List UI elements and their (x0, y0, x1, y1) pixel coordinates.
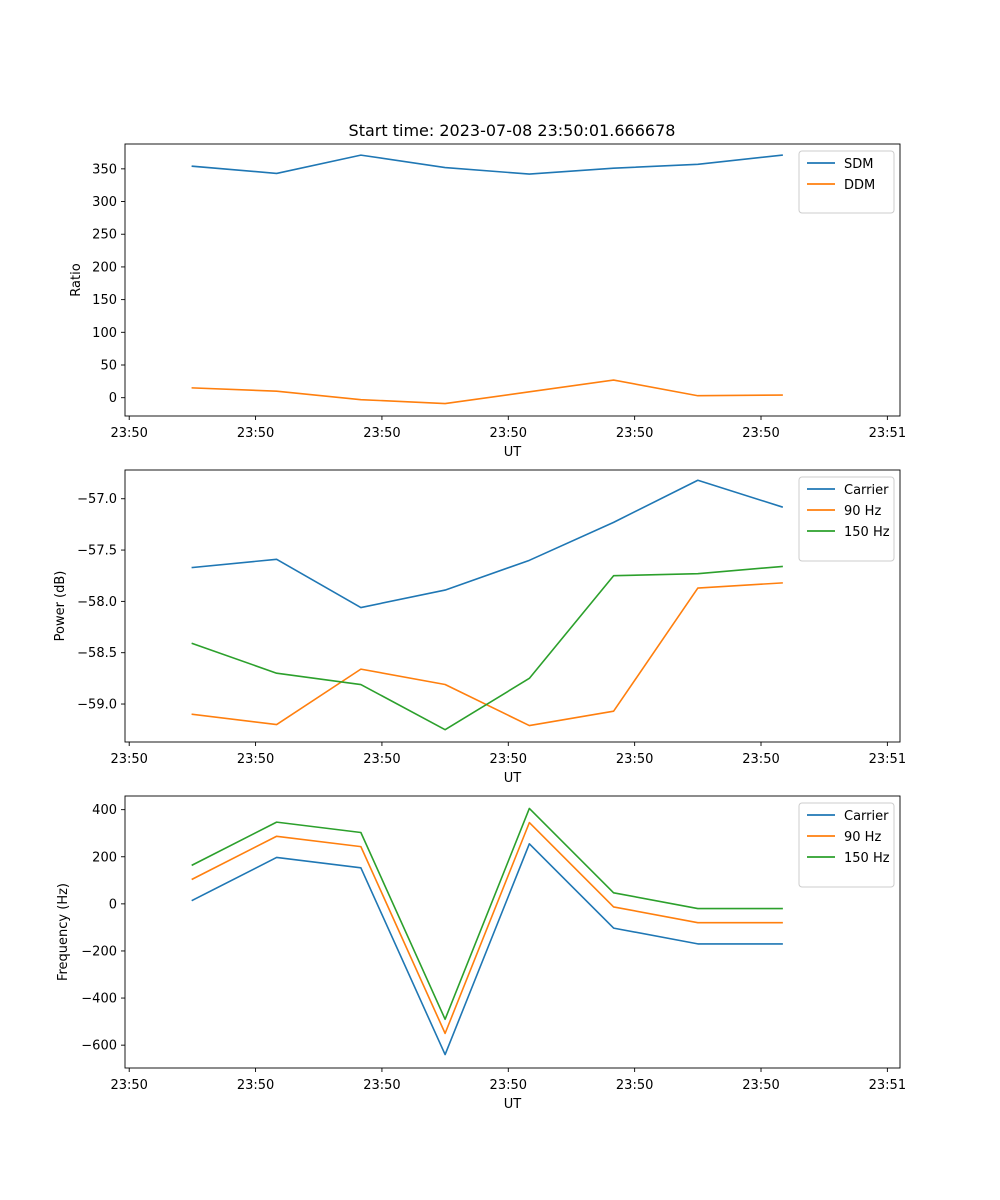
y-tick-label: −57.5 (77, 544, 117, 559)
x-axis-label: UT (504, 771, 522, 786)
x-tick-label: 23:50 (237, 426, 274, 441)
x-tick-label: 23:50 (110, 752, 147, 767)
x-tick-label: 23:50 (237, 1078, 274, 1093)
x-axis-label: UT (504, 445, 522, 460)
legend-label: 150 Hz (844, 525, 890, 540)
x-tick-label: 23:50 (237, 752, 274, 767)
legend-box (798, 150, 895, 214)
y-tick-label: 0 (109, 391, 117, 406)
x-tick-label: 23:50 (110, 426, 147, 441)
x-tick-label: 23:50 (363, 426, 400, 441)
figure-title: Start time: 2023-07-08 23:50:01.666678 (349, 121, 676, 140)
y-tick-label: 150 (92, 293, 117, 308)
legend-label: Carrier (844, 483, 889, 498)
y-axis-label: Ratio (69, 263, 84, 296)
legend-box (798, 476, 895, 562)
chart-panel-1: 23:50 23:50 23:50 23:50 23:50 23:50 23:51 0 50 10… (69, 143, 906, 460)
y-tick-label: 200 (92, 260, 117, 275)
legend: Carrier 90 Hz 150 Hz (798, 802, 895, 888)
y-tick-label: −58.0 (77, 595, 117, 610)
y-tick-label: 200 (92, 850, 117, 865)
x-tick-label: 23:50 (363, 752, 400, 767)
y-tick-label: 300 (92, 195, 117, 210)
series-line-carrier (191, 479, 784, 609)
series-line-ddm (191, 379, 783, 405)
x-tick-label: 23:50 (742, 426, 779, 441)
chart-panel-3: 23:50 23:50 23:50 23:50 23:50 23:50 23:51 −600 −… (56, 795, 906, 1112)
series-line-90-hz (191, 821, 783, 1035)
legend-label: 90 Hz (844, 504, 881, 519)
series-line-90-hz (191, 582, 783, 727)
series-line-sdm (191, 154, 783, 175)
y-tick-label: 0 (109, 897, 117, 912)
x-tick-label: 23:50 (616, 752, 653, 767)
y-tick-label: −58.5 (77, 646, 117, 661)
y-tick-label: −600 (81, 1039, 117, 1054)
x-axis-label: UT (504, 1097, 522, 1112)
x-tick-label: 23:50 (742, 752, 779, 767)
x-tick-label: 23:51 (869, 426, 906, 441)
legend-label: SDM (844, 157, 873, 172)
y-tick-label: 50 (100, 359, 117, 374)
y-tick-label: −200 (81, 944, 117, 959)
x-tick-label: 23:50 (490, 752, 527, 767)
y-tick-label: −57.0 (77, 492, 117, 507)
legend-label: 90 Hz (844, 830, 881, 845)
x-tick-label: 23:50 (490, 1078, 527, 1093)
legend-box (798, 802, 895, 888)
legend-label: 150 Hz (844, 851, 890, 866)
x-tick-label: 23:50 (742, 1078, 779, 1093)
legend-label: DDM (844, 178, 875, 193)
plot-frame (124, 143, 901, 417)
y-tick-label: 250 (92, 228, 117, 243)
y-tick-label: 350 (92, 162, 117, 177)
legend: Carrier 90 Hz 150 Hz (798, 476, 895, 562)
x-tick-label: 23:50 (616, 1078, 653, 1093)
y-tick-label: 100 (92, 326, 117, 341)
legend-label: Carrier (844, 809, 889, 824)
x-tick-label: 23:51 (869, 1078, 906, 1093)
x-tick-label: 23:50 (616, 426, 653, 441)
legend: SDM DDM (798, 150, 895, 214)
x-tick-label: 23:50 (363, 1078, 400, 1093)
plot-frame (124, 795, 901, 1069)
series-line-carrier (191, 843, 783, 1056)
y-tick-label: 400 (92, 803, 117, 818)
x-tick-label: 23:51 (869, 752, 906, 767)
chart-panel-2: 23:50 23:50 23:50 23:50 23:50 23:50 23:51 −59.0… (53, 469, 906, 786)
series-line-150-hz (191, 807, 783, 1021)
y-axis-label: Power (dB) (53, 571, 68, 642)
series-line-150-hz (191, 565, 783, 731)
plot-frame (124, 469, 901, 743)
y-tick-label: −400 (81, 992, 117, 1007)
x-tick-label: 23:50 (490, 426, 527, 441)
x-tick-label: 23:50 (110, 1078, 147, 1093)
y-tick-label: −59.0 (77, 698, 117, 713)
y-axis-label: Frequency (Hz) (56, 883, 71, 981)
